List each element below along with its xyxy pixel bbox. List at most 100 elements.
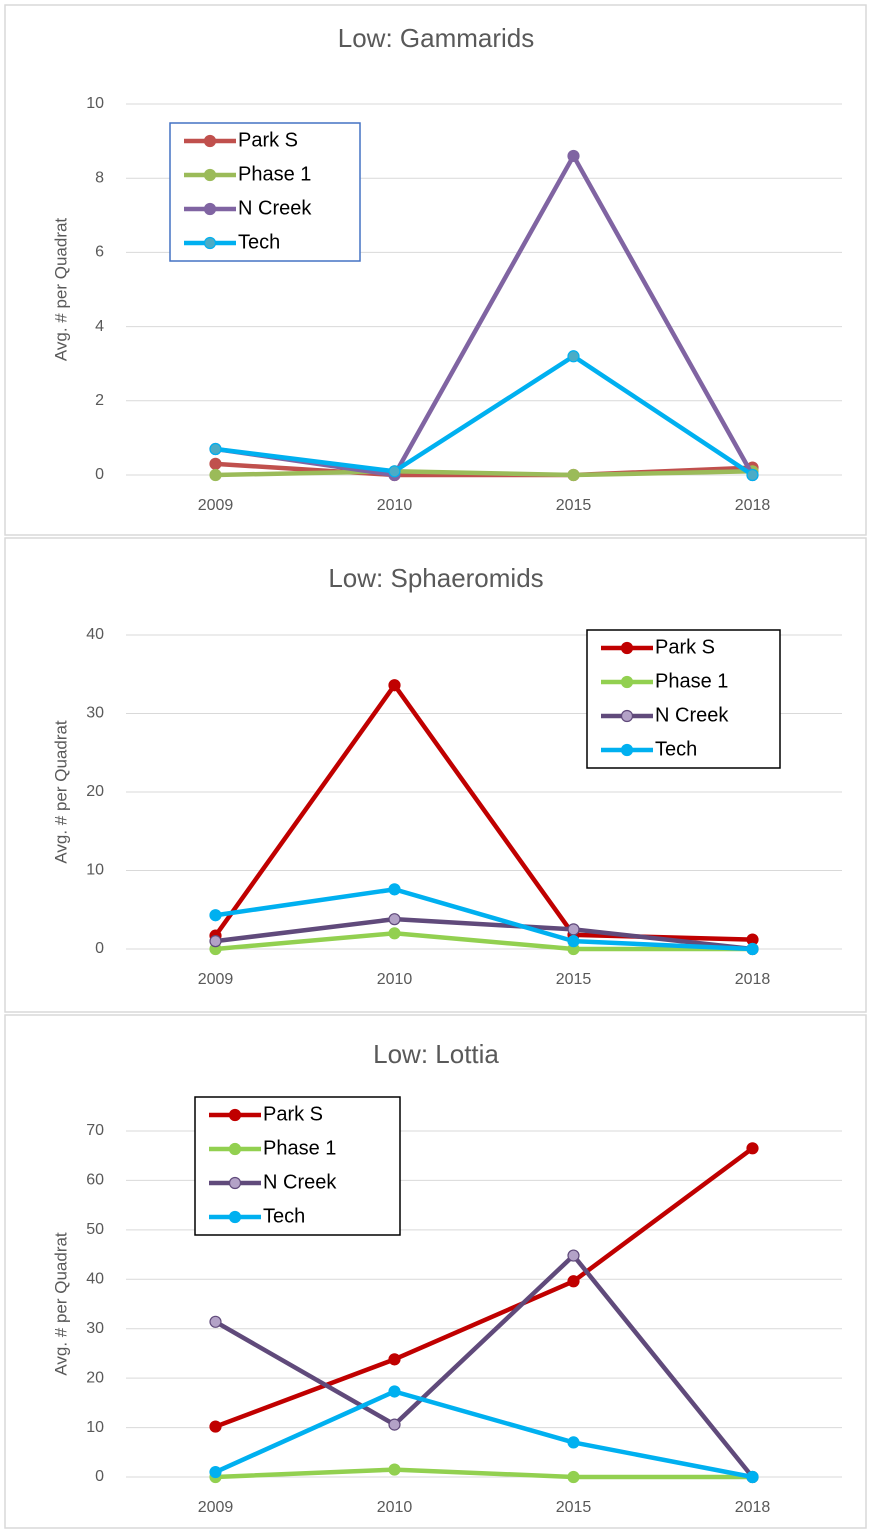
- data-point: [388, 679, 401, 692]
- legend-marker: [203, 134, 217, 148]
- legend-marker: [228, 1176, 242, 1190]
- data-point: [567, 350, 580, 363]
- y-tick-label: 30: [86, 1320, 104, 1337]
- series-line: [214, 1253, 755, 1479]
- data-point: [209, 909, 222, 922]
- legend-marker: [620, 709, 634, 723]
- data-point: [209, 442, 222, 456]
- data-point: [746, 942, 759, 956]
- y-tick-label: 40: [86, 626, 104, 643]
- series-line: [214, 1389, 753, 1480]
- series-line: [215, 931, 753, 952]
- legend-label: Tech: [263, 1205, 305, 1227]
- chart: Low: Sphaeromids 0 10 20 30 40 Avg. # per Quad…: [4, 537, 867, 1013]
- data-point: [209, 1420, 222, 1433]
- legend-label: Phase 1: [263, 1137, 336, 1159]
- y-tick-label: 8: [95, 169, 104, 186]
- data-point: [209, 1315, 222, 1328]
- data-point: [209, 468, 222, 482]
- data-point: [388, 1463, 401, 1476]
- data-point: [388, 927, 401, 940]
- data-point: [209, 457, 222, 470]
- legend-marker: [620, 743, 634, 757]
- y-tick-label: 70: [86, 1122, 104, 1139]
- legend-marker: [620, 675, 634, 689]
- series-line: [215, 916, 753, 952]
- legend-label: Tech: [655, 738, 697, 760]
- chart-title: Low: Lottia: [373, 1039, 499, 1069]
- legend-marker: [228, 1142, 242, 1156]
- legend-marker: [228, 1210, 242, 1224]
- legend-marker: [620, 641, 634, 655]
- data-point: [388, 465, 401, 478]
- legend-label: Park S: [655, 636, 715, 658]
- x-tick-label: 2018: [735, 497, 771, 514]
- legend-marker: [203, 168, 217, 182]
- y-tick-label: 10: [86, 862, 104, 879]
- legend-marker: [228, 1108, 242, 1122]
- data-point: [567, 149, 580, 163]
- y-tick-label: 4: [95, 318, 104, 335]
- series-line: [215, 1467, 753, 1480]
- data-point: [388, 1353, 401, 1366]
- data-point: [567, 1275, 580, 1288]
- data-point: [567, 935, 580, 948]
- x-tick-label: 2009: [198, 1499, 234, 1516]
- series-line: [214, 1146, 754, 1429]
- y-tick-label: 10: [86, 95, 104, 112]
- legend-label: Tech: [238, 231, 280, 253]
- data-point: [388, 913, 401, 926]
- legend-label: N Creek: [263, 1171, 337, 1193]
- x-tick-label: 2015: [556, 497, 592, 514]
- legend-box: [194, 1096, 401, 1236]
- legend-marker: [203, 236, 217, 250]
- legend-label: Phase 1: [238, 163, 311, 185]
- data-point: [746, 1142, 759, 1155]
- y-tick-label: 2: [95, 392, 104, 409]
- chart: Low: Gammarids 0 2 4 6 8 10 Avg. # per Quadrat 2…: [4, 4, 867, 536]
- legend-marker: [203, 202, 217, 216]
- y-tick-label: 30: [86, 705, 104, 722]
- x-tick-label: 2010: [377, 971, 413, 988]
- data-point: [388, 883, 401, 896]
- data-point: [746, 468, 759, 482]
- y-tick-label: 6: [95, 244, 104, 261]
- x-tick-label: 2010: [377, 497, 413, 514]
- x-tick-label: 2009: [198, 971, 234, 988]
- chart-title: Low: Gammarids: [338, 23, 535, 53]
- legend-label: N Creek: [655, 704, 729, 726]
- data-point: [567, 1249, 580, 1262]
- series-line: [215, 354, 754, 477]
- y-tick-label: 0: [95, 466, 104, 483]
- x-tick-label: 2015: [556, 1499, 592, 1516]
- y-tick-label: 20: [86, 1369, 104, 1386]
- y-tick-label: 40: [86, 1271, 104, 1288]
- data-point: [388, 1418, 401, 1431]
- legend-label: Park S: [263, 1103, 323, 1125]
- y-tick-label: 50: [86, 1221, 104, 1238]
- legend-label: Phase 1: [655, 670, 728, 692]
- legend-label: Park S: [238, 129, 298, 151]
- y-tick-label: 0: [95, 940, 104, 957]
- chart-frame: [4, 4, 867, 536]
- chart: Low: Lottia 0 10 20 30 40 50 60 70 Avg. # per Qua…: [4, 1014, 867, 1529]
- y-tick-label: 0: [95, 1468, 104, 1485]
- series-line: [215, 469, 753, 478]
- chart-frame: [4, 1014, 867, 1529]
- chart-frame: [4, 537, 867, 1013]
- data-point: [209, 935, 222, 948]
- x-tick-label: 2015: [556, 971, 592, 988]
- data-point: [209, 1465, 222, 1479]
- series-line: [215, 887, 753, 952]
- legend-box: [169, 122, 361, 262]
- chart-title: Low: Sphaeromids: [328, 563, 543, 593]
- y-tick-label: 20: [86, 783, 104, 800]
- y-tick-label: 60: [86, 1172, 104, 1189]
- x-tick-label: 2018: [735, 971, 771, 988]
- x-tick-label: 2018: [735, 1499, 771, 1516]
- data-point: [567, 923, 580, 936]
- legend-label: N Creek: [238, 197, 312, 219]
- data-point: [567, 1436, 580, 1449]
- y-tick-label: 10: [86, 1419, 104, 1436]
